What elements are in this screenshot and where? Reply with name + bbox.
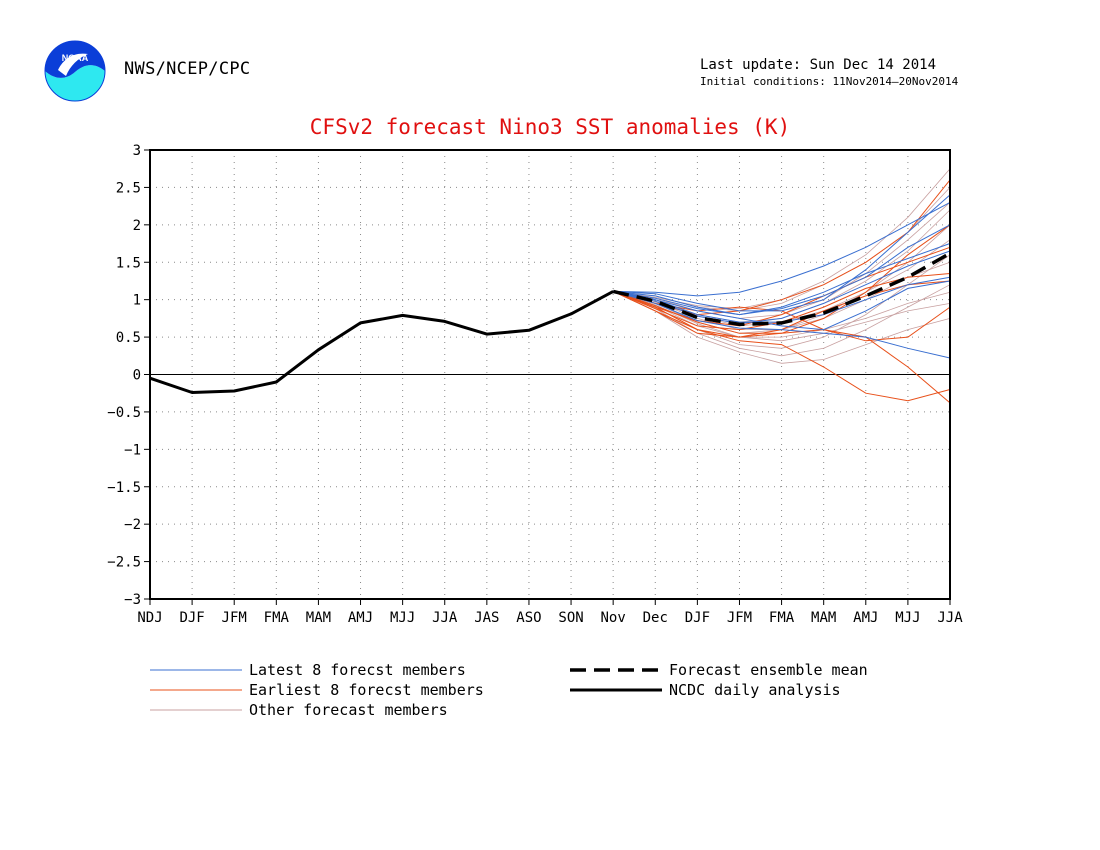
other-member-line [613,291,951,364]
x-tick-label: JFM [222,610,247,626]
x-tick-label: DJF [179,610,204,626]
y-tick-label: −3 [124,592,141,608]
x-axis: NDJ DJF JFM FMA MAM AMJ MJJ JJA JAS ASO SON Nov Dec D… [137,599,963,626]
x-tick-label: AMJ [348,610,373,626]
y-tick-label: −1 [124,442,141,458]
main-lines [149,251,951,394]
legend-label-other: Other forecast members [249,701,448,719]
analysis-line [149,290,614,394]
organization-label: NWS/NCEP/CPC [124,59,251,79]
logo-text: NOAA [62,53,89,63]
y-tick-label: 1.5 [116,255,141,271]
y-tick-label: 2.5 [116,180,141,196]
latest-member-line [613,280,951,331]
x-tick-label: JJA [937,610,963,626]
x-tick-label: NDJ [137,610,162,626]
other-member-line [613,291,951,338]
legend-label-analysis: NCDC daily analysis [669,681,841,699]
grid [150,150,950,599]
x-tick-label: JJA [432,610,458,626]
y-tick-label: −2 [124,517,141,533]
chart-title: CFSv2 forecast Nino3 SST anomalies (K) [310,115,790,139]
latest-member-line [613,201,951,297]
y-tick-label: 0 [133,368,141,384]
x-tick-label: MJJ [895,610,920,626]
x-tick-label: ASO [516,610,541,626]
x-tick-label: Nov [601,610,626,626]
x-tick-label: MAM [811,610,836,626]
noaa-logo: NOAA [44,40,106,102]
x-tick-label: JFM [727,610,752,626]
forecast-members [612,168,951,404]
earliest-member-line [613,246,951,327]
legend: Latest 8 forecst members Earliest 8 forec… [150,661,868,719]
y-tick-label: −2.5 [107,555,141,571]
latest-member-line [613,194,951,312]
y-tick-label: 2 [133,218,141,234]
latest-member-line [613,224,951,316]
legend-label-earliest: Earliest 8 forecst members [249,681,484,699]
ensemble-mean-line [612,251,951,327]
x-tick-label: JAS [474,610,499,626]
y-tick-label: −0.5 [107,405,141,421]
x-tick-label: AMJ [853,610,878,626]
legend-label-latest: Latest 8 forecst members [249,661,466,679]
last-update: Last update: Sun Dec 14 2014 [700,57,937,73]
x-tick-label: MJJ [390,610,415,626]
y-tick-label: 1 [133,293,141,309]
x-tick-label: FMA [769,610,795,626]
x-tick-label: Dec [643,610,668,626]
x-tick-label: SON [558,610,583,626]
latest-member-line [613,290,951,359]
y-tick-label: 3 [133,143,141,159]
x-tick-label: MAM [306,610,331,626]
y-axis: 3 2.5 2 1.5 1 0.5 0 −0.5 −1 −1.5 −2 −2.5 −3 [107,143,150,608]
x-tick-label: FMA [264,610,290,626]
latest-member-line [613,243,951,316]
y-tick-label: 0.5 [116,330,141,346]
x-tick-label: DJF [685,610,710,626]
legend-label-mean: Forecast ensemble mean [669,661,868,679]
y-tick-label: −1.5 [107,480,141,496]
initial-conditions: Initial conditions: 11Nov2014–20Nov2014 [700,75,959,88]
